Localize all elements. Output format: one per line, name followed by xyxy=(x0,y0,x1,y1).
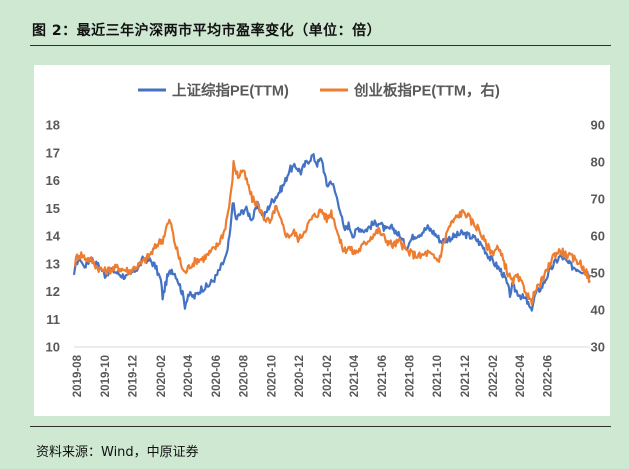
y-right-tick-label: 30 xyxy=(591,340,605,355)
x-tick-label: 2020-10 xyxy=(266,355,278,397)
figure-title: 图 2：最近三年沪深两市平均市盈率变化（单位：倍） xyxy=(32,23,382,39)
x-tick-label: 2021-04 xyxy=(349,354,361,397)
chart-panel: 上证综指PE(TTM) 创业板指PE(TTM，右) 10 11 12 13 14 15 16 1… xyxy=(34,65,610,416)
x-tick-label: 2021-02 xyxy=(322,355,334,397)
x-tick-label: 2021-06 xyxy=(377,355,389,397)
line-chart: 上证综指PE(TTM) 创业板指PE(TTM，右) 101112131415161… xyxy=(46,82,605,398)
legend-label: 创业板指PE(TTM，右) xyxy=(353,82,500,100)
y-axis-left: 10 11 12 13 14 15 16 17 18 xyxy=(46,118,61,355)
x-tick-label: 2019-12 xyxy=(128,355,140,397)
y-right-tick-label: 70 xyxy=(591,192,605,207)
y-left-tick-label: 10 xyxy=(46,340,60,355)
x-tick-label: 2020-02 xyxy=(156,355,168,397)
x-tick-label: 2020-08 xyxy=(239,354,251,397)
y-axis-right: 30 40 50 60 70 80 90 xyxy=(591,118,605,355)
y-left-tick-label: 15 xyxy=(46,201,60,216)
source-note: 资料来源：Wind，中原证券 xyxy=(36,445,199,460)
series-line-shanghai-pe xyxy=(72,153,592,312)
y-right-tick-label: 50 xyxy=(591,266,605,281)
y-left-tick-label: 14 xyxy=(46,229,61,244)
y-right-tick-label: 90 xyxy=(591,118,605,133)
bottom-rule xyxy=(30,426,611,427)
y-right-tick-label: 80 xyxy=(591,155,605,170)
y-left-tick-label: 13 xyxy=(46,256,60,271)
plot-area xyxy=(72,153,592,312)
y-left-tick-label: 16 xyxy=(46,173,60,188)
y-left-tick-label: 12 xyxy=(46,284,60,299)
x-tick-label: 2020-06 xyxy=(211,355,223,397)
x-tick-label: 2022-02 xyxy=(488,355,500,397)
y-right-tick-label: 60 xyxy=(591,229,605,244)
x-tick-label: 2021-08 xyxy=(405,354,417,397)
x-tick-label: 2022-04 xyxy=(515,354,527,397)
top-rule xyxy=(30,45,611,46)
y-left-tick-label: 11 xyxy=(46,312,60,327)
x-tick-label: 2020-12 xyxy=(294,355,306,397)
series-line-chinext-pe xyxy=(73,159,591,306)
x-tick-label: 2021-10 xyxy=(432,355,444,397)
x-tick-label: 2021-12 xyxy=(460,355,472,397)
x-tick-label: 2022-06 xyxy=(543,355,555,397)
y-left-tick-label: 17 xyxy=(46,145,60,160)
y-left-tick-label: 18 xyxy=(46,118,60,133)
x-tick-label: 2019-10 xyxy=(100,355,112,397)
x-tick-label: 2019-08 xyxy=(72,354,84,397)
x-axis: 2019-08 2019-10 2019-12 2020-02 2020-04 2020-… xyxy=(72,346,590,397)
legend-label: 上证综指PE(TTM) xyxy=(172,82,289,100)
y-right-tick-label: 40 xyxy=(591,303,605,318)
x-tick-label: 2020-04 xyxy=(183,354,195,397)
legend: 上证综指PE(TTM) 创业板指PE(TTM，右) xyxy=(138,82,500,100)
